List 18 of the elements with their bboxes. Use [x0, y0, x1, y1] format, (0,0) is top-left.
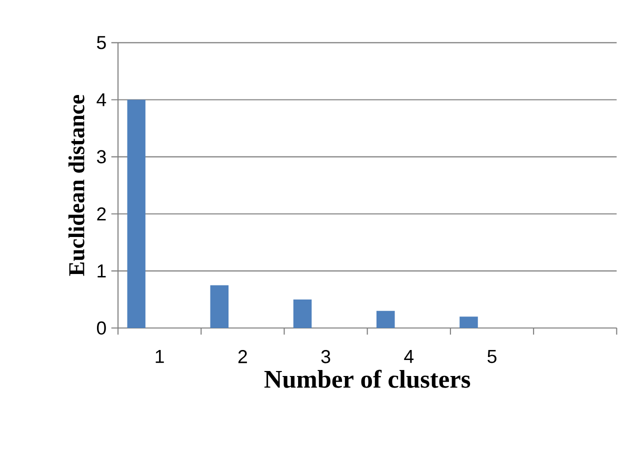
bar [210, 285, 229, 328]
x-tick-label: 2 [238, 350, 247, 364]
y-axis-title: Euclidean distance [68, 94, 84, 276]
y-tick-label: 2 [97, 207, 106, 220]
bar [376, 310, 395, 328]
bar [460, 316, 478, 328]
y-tick-label: 3 [96, 150, 106, 164]
x-tick-label: 5 [488, 350, 496, 364]
x-tick-label: 3 [321, 350, 330, 364]
x-tick-label: 4 [404, 350, 414, 363]
y-tick-label: 4 [96, 93, 106, 106]
x-tick-label: 1 [156, 350, 164, 363]
y-tick-label: 0 [96, 321, 106, 335]
y-tick-label: 1 [98, 264, 106, 278]
y-tick-label: 5 [96, 36, 106, 50]
x-axis-title: Number of clusters [264, 370, 470, 388]
bar [127, 100, 146, 328]
bar [293, 299, 312, 328]
